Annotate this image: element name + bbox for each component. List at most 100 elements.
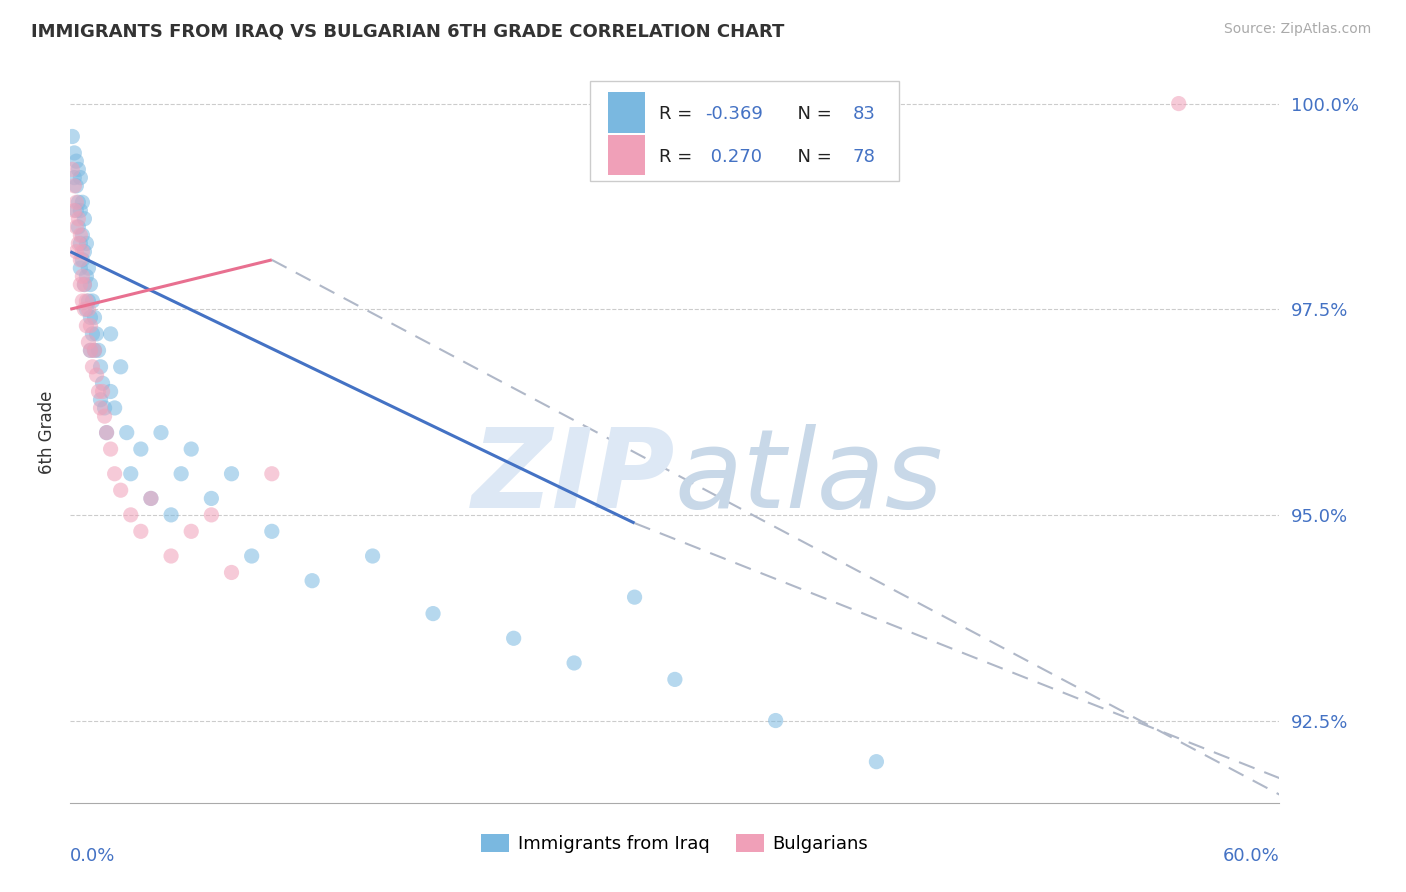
Point xyxy=(100,384,122,399)
Point xyxy=(67,195,90,210)
Point xyxy=(664,673,686,687)
Point xyxy=(83,343,105,358)
Point xyxy=(65,219,87,234)
Text: N =: N = xyxy=(786,148,838,166)
Point xyxy=(170,467,193,481)
Point xyxy=(79,343,101,358)
Text: ZIP: ZIP xyxy=(471,424,675,531)
Point xyxy=(79,277,101,292)
Point xyxy=(104,401,127,415)
Point xyxy=(65,195,87,210)
Point xyxy=(110,483,132,498)
Point xyxy=(65,203,87,218)
Text: Source: ZipAtlas.com: Source: ZipAtlas.com xyxy=(1223,22,1371,37)
Point xyxy=(83,343,105,358)
Point xyxy=(82,293,104,308)
Point xyxy=(77,293,100,308)
Point xyxy=(82,359,104,374)
Text: -0.369: -0.369 xyxy=(706,105,763,123)
Point xyxy=(221,566,243,580)
Point xyxy=(91,376,114,391)
Point xyxy=(96,425,118,440)
Point xyxy=(180,524,202,539)
FancyBboxPatch shape xyxy=(591,81,898,181)
Text: 0.270: 0.270 xyxy=(706,148,762,166)
Point xyxy=(139,491,162,506)
Point xyxy=(100,442,122,456)
Point xyxy=(765,714,787,728)
Point xyxy=(77,302,100,317)
Point xyxy=(87,384,110,399)
Point xyxy=(63,203,86,218)
Point xyxy=(72,228,94,243)
Point xyxy=(865,755,887,769)
Point xyxy=(63,178,86,193)
Point xyxy=(623,590,645,604)
Point xyxy=(86,326,108,341)
Point xyxy=(65,244,87,259)
Point xyxy=(69,261,91,276)
Point xyxy=(69,277,91,292)
Point xyxy=(100,326,122,341)
Point xyxy=(65,178,87,193)
Point xyxy=(240,549,263,563)
Point xyxy=(73,244,96,259)
Point xyxy=(69,252,91,267)
Point xyxy=(67,236,90,251)
Text: R =: R = xyxy=(659,148,699,166)
Point xyxy=(60,129,83,144)
Point xyxy=(60,162,83,177)
Point xyxy=(361,549,384,563)
FancyBboxPatch shape xyxy=(609,92,644,133)
Point xyxy=(86,368,108,382)
Point xyxy=(67,219,90,234)
Point xyxy=(150,425,173,440)
Point xyxy=(422,607,444,621)
Point xyxy=(63,145,86,160)
Point xyxy=(75,269,97,284)
Point xyxy=(90,392,111,407)
Point xyxy=(75,318,97,333)
Point xyxy=(90,401,111,415)
Legend: Immigrants from Iraq, Bulgarians: Immigrants from Iraq, Bulgarians xyxy=(474,827,876,861)
FancyBboxPatch shape xyxy=(609,135,644,176)
Text: 78: 78 xyxy=(852,148,876,166)
Point xyxy=(104,467,127,481)
Point xyxy=(90,359,111,374)
Point xyxy=(139,491,162,506)
Point xyxy=(72,269,94,284)
Text: 60.0%: 60.0% xyxy=(1223,847,1279,865)
Point xyxy=(72,244,94,259)
Point xyxy=(87,343,110,358)
Point xyxy=(72,195,94,210)
Point xyxy=(79,318,101,333)
Point xyxy=(77,335,100,350)
Text: N =: N = xyxy=(786,105,838,123)
Point xyxy=(72,293,94,308)
Point xyxy=(75,293,97,308)
Point xyxy=(67,211,90,226)
Point xyxy=(562,656,585,670)
Point xyxy=(260,467,283,481)
Point xyxy=(115,425,138,440)
Point xyxy=(82,326,104,341)
Point xyxy=(72,252,94,267)
Text: R =: R = xyxy=(659,105,699,123)
Point xyxy=(200,508,222,522)
Point xyxy=(79,343,101,358)
Point xyxy=(221,467,243,481)
Point xyxy=(129,524,152,539)
Text: 83: 83 xyxy=(852,105,876,123)
Point xyxy=(93,409,115,424)
Point xyxy=(69,170,91,185)
Point xyxy=(200,491,222,506)
Point xyxy=(301,574,323,588)
Point xyxy=(73,277,96,292)
Point xyxy=(160,508,183,522)
Point xyxy=(73,211,96,226)
Point xyxy=(120,467,142,481)
Point xyxy=(67,162,90,177)
Point xyxy=(96,425,118,440)
Point xyxy=(65,154,87,169)
Point xyxy=(502,632,524,646)
